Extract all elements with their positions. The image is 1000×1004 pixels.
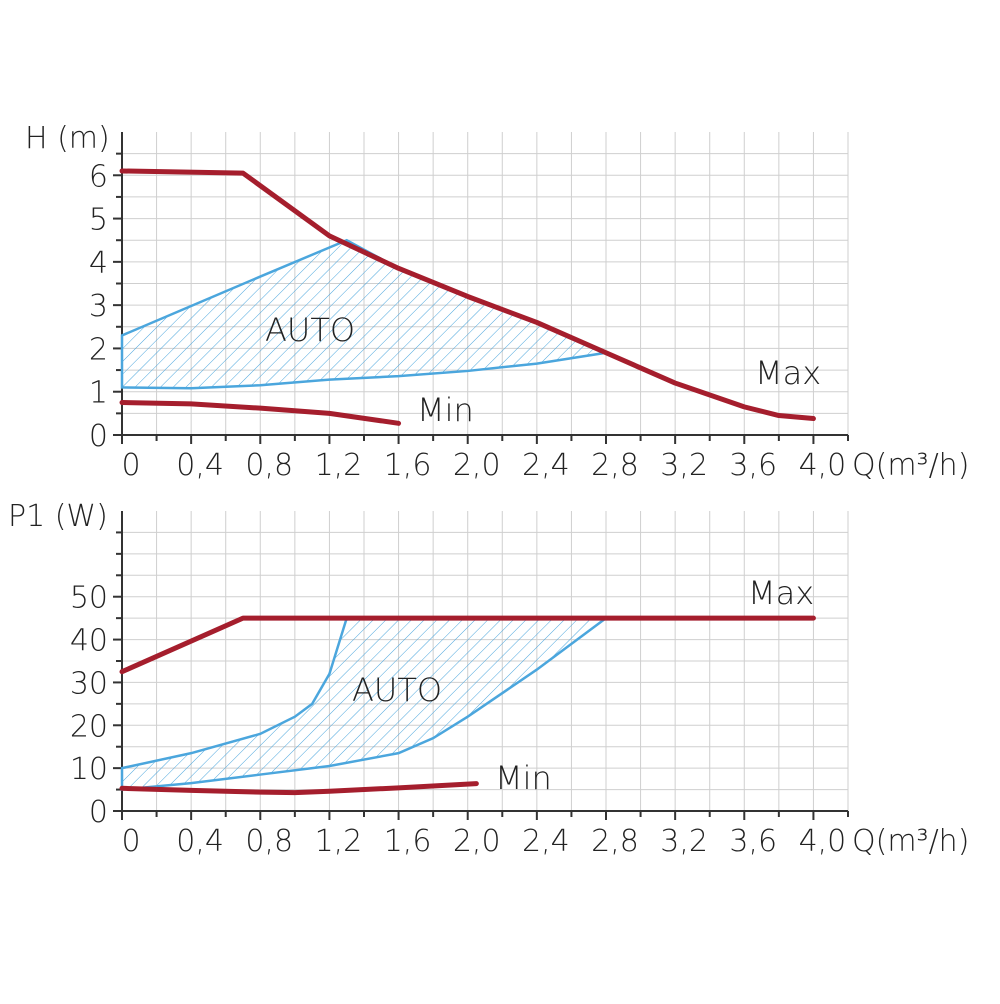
x-tick-label: 2,4 — [522, 824, 570, 859]
x-tick-label: 2,8 — [591, 448, 639, 483]
curve-label: Min — [495, 759, 552, 797]
x-tick-label: 3,2 — [660, 824, 708, 859]
y-tick-label: 4 — [89, 246, 108, 281]
x-tick-label: 2,0 — [453, 448, 501, 483]
x-tick-label: 3,6 — [729, 824, 777, 859]
x-tick-label: 2,0 — [453, 824, 501, 859]
y-tick-label: 0 — [89, 419, 108, 454]
y-tick-label: 6 — [89, 159, 108, 194]
y-axis-label: P1 (W) — [8, 499, 108, 534]
curve — [119, 615, 816, 675]
auto-area — [120, 238, 611, 390]
y-tick-label: 30 — [70, 666, 108, 701]
y-tick-label: 40 — [70, 624, 108, 659]
x-tick-label: 1,2 — [315, 448, 363, 483]
curve-label: Max — [748, 574, 814, 612]
x-tick-label: 0,4 — [176, 824, 224, 859]
auto-area — [120, 616, 610, 791]
y-tick-label: 2 — [89, 332, 108, 367]
x-tick-label: 4,0 — [799, 824, 847, 859]
x-tick-label: 4,0 — [799, 448, 847, 483]
y-tick-label: 3 — [89, 289, 108, 324]
x-tick-label: 1,2 — [315, 824, 363, 859]
curve-label: Min — [417, 391, 474, 429]
x-tick-label: 0 — [121, 448, 140, 483]
y-tick-label: 5 — [89, 203, 108, 238]
x-axis-label: Q(m³/h) — [852, 824, 969, 859]
x-tick-label: 2,4 — [522, 448, 570, 483]
curve-label: AUTO — [352, 671, 442, 709]
x-tick-label: 3,6 — [729, 448, 777, 483]
y-tick-label: 20 — [70, 709, 108, 744]
x-tick-label: 0,4 — [176, 448, 224, 483]
curve — [119, 781, 479, 796]
y-tick-label: 1 — [89, 376, 108, 411]
curve — [119, 400, 402, 426]
x-tick-label: 1,6 — [384, 448, 432, 483]
x-tick-label: 0,8 — [245, 824, 293, 859]
x-axis-label: Q(m³/h) — [852, 448, 969, 483]
x-tick-label: 1,6 — [384, 824, 432, 859]
y-tick-label: 50 — [70, 581, 108, 616]
curve-label: AUTO — [265, 311, 355, 349]
y-tick-label: 10 — [70, 752, 108, 787]
x-tick-label: 0 — [121, 824, 140, 859]
x-tick-label: 2,8 — [591, 824, 639, 859]
y-axis-label: H (m) — [25, 121, 110, 156]
x-tick-label: 3,2 — [660, 448, 708, 483]
curve — [119, 168, 816, 422]
curve-label: Max — [755, 354, 821, 392]
x-tick-label: 0,8 — [245, 448, 293, 483]
y-tick-label: 0 — [89, 795, 108, 830]
